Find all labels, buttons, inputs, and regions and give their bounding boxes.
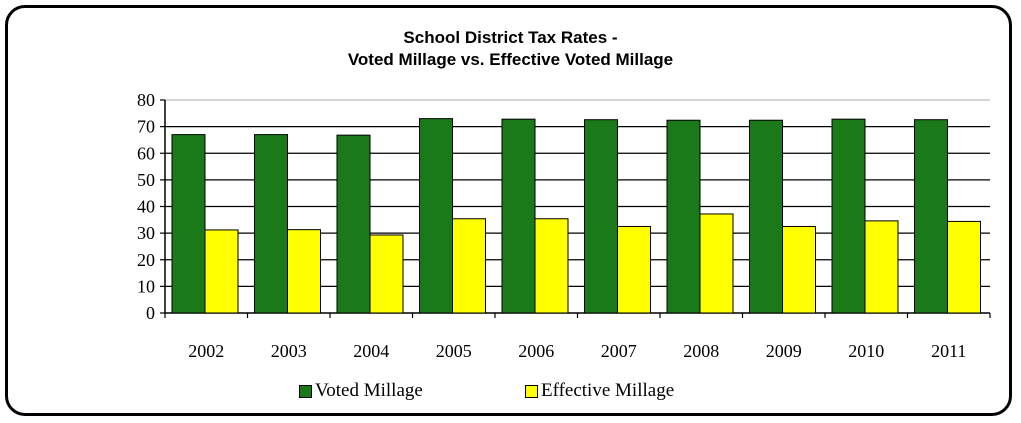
y-tick-label: 70: [137, 117, 155, 137]
y-tick-label: 30: [137, 223, 155, 243]
bar-voted: [171, 134, 206, 314]
x-tick-label: 2004: [353, 341, 389, 361]
bar-voted: [749, 119, 783, 314]
x-tick-label: 2011: [931, 341, 966, 361]
y-tick-label: 80: [137, 90, 155, 110]
legend-label-voted: Voted Millage: [315, 380, 423, 401]
y-tick-label: 10: [137, 276, 155, 296]
x-tick-label: 2007: [601, 341, 637, 361]
bar-voted: [254, 134, 288, 314]
legend-item-voted: Voted Millage: [299, 380, 423, 402]
x-tick-label: 2005: [436, 341, 472, 361]
x-tick-label: 2003: [271, 341, 307, 361]
bar-voted: [914, 119, 948, 314]
bar-effective: [699, 213, 734, 314]
x-tick-label: 2010: [848, 341, 884, 361]
legend-swatch-voted: [299, 384, 312, 398]
x-tick-label: 2006: [518, 341, 554, 361]
y-tick-label: 50: [137, 170, 155, 190]
legend-label-effective: Effective Millage: [541, 380, 675, 401]
bar-voted: [336, 134, 371, 314]
y-tick-label: 40: [137, 197, 155, 217]
x-tick-label: 2002: [188, 341, 224, 361]
bar-effective: [369, 234, 404, 314]
x-tick-label: 2009: [766, 341, 802, 361]
bar-effective: [947, 220, 981, 314]
bar-voted: [584, 119, 618, 314]
chart-subtitle: Voted Millage vs. Effective Voted Millag…: [347, 50, 674, 69]
bar-effective: [452, 218, 486, 314]
bar-effective: [617, 225, 651, 314]
bar-effective: [204, 229, 239, 314]
bar-effective: [534, 218, 569, 314]
legend: Voted Millage Effective Millage: [0, 380, 1021, 406]
x-tick-label: 2008: [683, 341, 719, 361]
bar-effective: [287, 229, 321, 314]
legend-item-effective: Effective Millage: [525, 380, 674, 402]
bar-effective: [864, 220, 899, 314]
bar-effective: [782, 225, 816, 314]
y-tick-label: 20: [137, 250, 155, 270]
chart-title: School District Tax Rates -: [403, 28, 618, 47]
bar-voted: [501, 118, 536, 314]
bar-voted: [419, 118, 453, 314]
y-tick-label: 60: [137, 143, 155, 163]
y-tick-label: 0: [146, 303, 155, 323]
bar-voted: [831, 118, 866, 314]
bar-voted: [666, 119, 701, 314]
legend-swatch-effective: [525, 384, 538, 398]
